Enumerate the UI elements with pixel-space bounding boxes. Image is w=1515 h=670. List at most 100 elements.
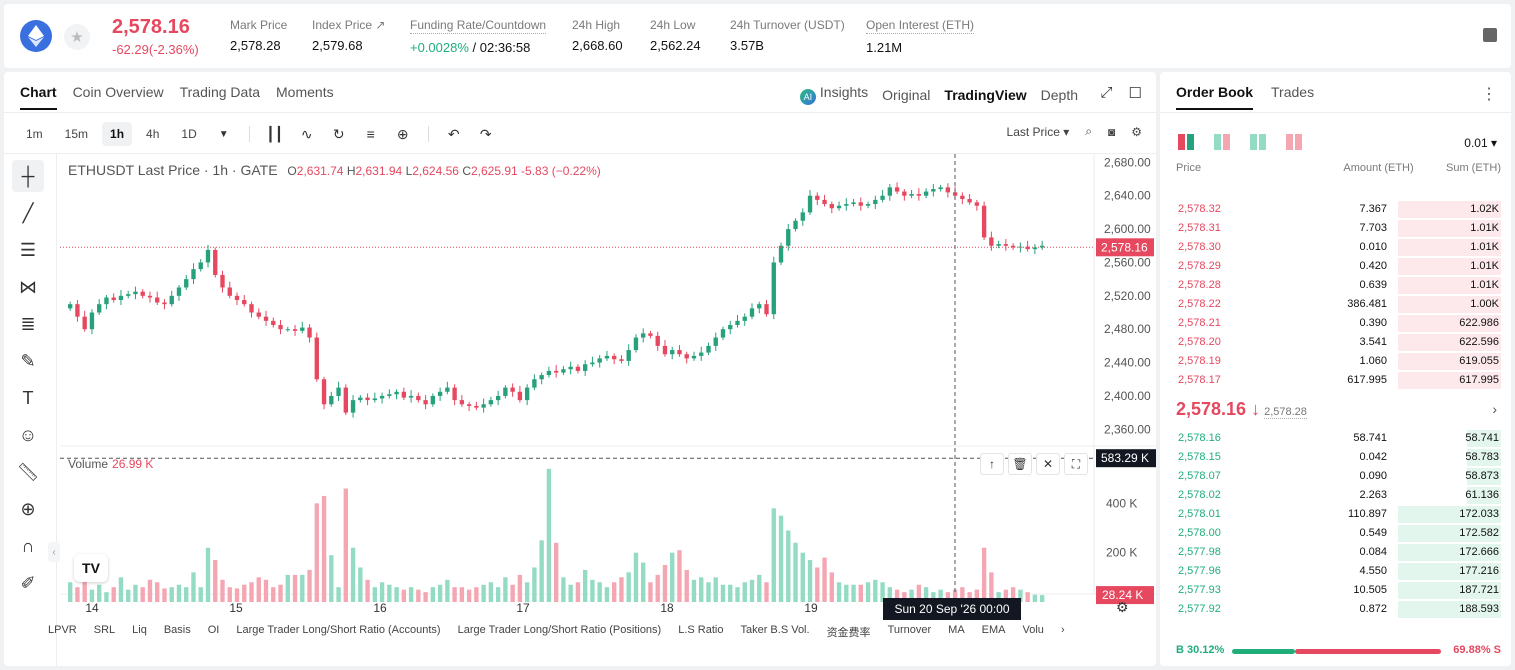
axis-settings-icon[interactable]: ⚙ bbox=[1116, 599, 1129, 615]
order-book-row[interactable]: 2,578.00 0.549 172.582 bbox=[1160, 524, 1511, 543]
volume-bar bbox=[176, 584, 182, 602]
view-bids-icon[interactable] bbox=[1250, 134, 1266, 150]
indicator-item[interactable]: Basis bbox=[163, 624, 191, 636]
brush-icon[interactable]: ✎ bbox=[20, 350, 36, 371]
order-book-row[interactable]: 2,578.28 0.639 1.01K bbox=[1160, 276, 1511, 295]
tab-moments[interactable]: Moments bbox=[276, 84, 334, 100]
timeframe-1h[interactable]: 1h bbox=[102, 122, 133, 146]
camera-icon[interactable]: ◙ bbox=[1107, 124, 1116, 139]
indicator-item[interactable]: Volu bbox=[1022, 624, 1044, 636]
indicator-item[interactable]: LPVR bbox=[48, 624, 77, 636]
template-icon[interactable]: ≡ bbox=[366, 126, 375, 142]
price-chart[interactable]: 2,680.00 2,640.00 2,600.00 2,560.00 2,520.00… bbox=[60, 154, 1156, 666]
volume-axis-label: 200 K bbox=[1106, 546, 1137, 560]
candle-type-icon[interactable]: ┃┃ bbox=[266, 125, 284, 142]
order-book-row[interactable]: 2,578.22 386.481 1.00K bbox=[1160, 295, 1511, 314]
price-axis-label: 2,440.00 bbox=[1104, 356, 1151, 370]
text-icon[interactable]: T bbox=[22, 387, 34, 408]
collapse-left-icon[interactable]: ‹ bbox=[48, 542, 60, 562]
chevron-right-icon[interactable]: › bbox=[1492, 401, 1497, 417]
order-book-row[interactable]: 2,578.15 0.042 58.783 bbox=[1160, 448, 1511, 467]
indicator-item[interactable]: Large Trader Long/Short Ratio (Positions… bbox=[457, 624, 662, 636]
more-icon[interactable]: ⋮ bbox=[1481, 86, 1497, 103]
indicator-item[interactable]: Large Trader Long/Short Ratio (Accounts) bbox=[236, 624, 441, 636]
fib-icon[interactable]: ≣ bbox=[20, 313, 36, 334]
indicator-item[interactable]: Turnover bbox=[887, 624, 932, 636]
move-up-icon[interactable]: ↑ bbox=[980, 453, 1004, 475]
order-book-row[interactable]: 2,578.17 617.995 617.995 bbox=[1160, 371, 1511, 390]
tab-original[interactable]: Original bbox=[882, 86, 931, 103]
emoji-icon[interactable]: ☺ bbox=[18, 424, 38, 445]
favorite-star-icon[interactable]: ★ bbox=[64, 24, 90, 50]
volume-bar bbox=[350, 547, 356, 602]
indicators-icon[interactable]: ∿ bbox=[300, 125, 313, 142]
order-book-row[interactable]: 2,577.96 4.550 177.216 bbox=[1160, 562, 1511, 581]
order-sum: 1.02K bbox=[1470, 203, 1499, 215]
tab-coin-overview[interactable]: Coin Overview bbox=[72, 84, 164, 100]
pattern-icon[interactable]: ⋈ bbox=[19, 276, 37, 297]
notes-icon[interactable] bbox=[1483, 28, 1497, 42]
ruler-icon[interactable]: 📏︎ bbox=[16, 461, 40, 482]
view-asks-icon[interactable] bbox=[1286, 134, 1302, 150]
indicator-item[interactable]: SRL bbox=[93, 624, 116, 636]
order-book-row[interactable]: 2,577.93 10.505 187.721 bbox=[1160, 581, 1511, 600]
indicator-item[interactable]: L.S Ratio bbox=[678, 624, 724, 636]
chevron-down-icon[interactable]: ▼ bbox=[218, 128, 229, 140]
indicator-item[interactable]: Taker B.S Vol. bbox=[740, 624, 810, 636]
collapse-icon[interactable]: ✕ bbox=[1036, 453, 1060, 475]
tab-chart[interactable]: Chart bbox=[20, 84, 57, 110]
order-book-row[interactable]: 2,578.01 110.897 172.033 bbox=[1160, 505, 1511, 524]
indicator-item[interactable]: 资金费率 bbox=[826, 627, 871, 639]
tab-insights[interactable]: AI Insights bbox=[799, 84, 868, 105]
candle bbox=[89, 312, 95, 330]
tab-order-book[interactable]: Order Book bbox=[1176, 84, 1254, 110]
chevron-right-icon[interactable]: › bbox=[1060, 624, 1065, 636]
order-book-row[interactable]: 2,578.31 7.703 1.01K bbox=[1160, 219, 1511, 238]
view-both-icon[interactable] bbox=[1178, 134, 1194, 150]
window-icon[interactable]: ☐ bbox=[1128, 85, 1142, 102]
candle bbox=[97, 304, 102, 313]
indicator-item[interactable]: OI bbox=[207, 624, 220, 636]
gear-icon[interactable]: ⚙ bbox=[1131, 124, 1142, 139]
stat-index-price[interactable]: Index Price ↗ 2,579.68 bbox=[312, 18, 386, 53]
search-icon[interactable]: ⌕ bbox=[1085, 124, 1092, 138]
order-book-row[interactable]: 2,578.16 58.741 58.741 bbox=[1160, 429, 1511, 448]
tab-trading-data[interactable]: Trading Data bbox=[179, 84, 261, 100]
order-book-row[interactable]: 2,578.21 0.390 622.986 bbox=[1160, 314, 1511, 333]
undo-icon[interactable]: ↶ bbox=[447, 125, 460, 142]
order-book-row[interactable]: 2,578.30 0.010 1.01K bbox=[1160, 238, 1511, 257]
tab-tradingview[interactable]: TradingView bbox=[944, 86, 1027, 103]
order-book-row[interactable]: 2,577.98 0.084 172.666 bbox=[1160, 543, 1511, 562]
order-book-row[interactable]: 2,578.20 3.541 622.596 bbox=[1160, 333, 1511, 352]
redo-icon[interactable]: ↷ bbox=[479, 125, 492, 142]
order-book-row[interactable]: 2,578.07 0.090 58.873 bbox=[1160, 467, 1511, 486]
pencil-icon[interactable]: ✐ bbox=[20, 572, 36, 593]
order-book-row[interactable]: 2,578.29 0.420 1.01K bbox=[1160, 257, 1511, 276]
order-book-row[interactable]: 2,578.32 7.367 1.02K bbox=[1160, 200, 1511, 219]
order-book-row[interactable]: 2,578.02 2.263 61.136 bbox=[1160, 486, 1511, 505]
view-bids-asks-icon[interactable] bbox=[1214, 134, 1230, 150]
order-book-row[interactable]: 2,577.92 0.872 188.593 bbox=[1160, 600, 1511, 619]
parallel-lines-icon[interactable]: ☰ bbox=[19, 239, 37, 260]
indicator-item[interactable]: EMA bbox=[981, 624, 1006, 636]
timeframe-1m[interactable]: 1m bbox=[26, 127, 43, 141]
indicator-item[interactable]: Liq bbox=[132, 624, 147, 636]
price-type-select[interactable]: Last Price ▾ bbox=[1006, 124, 1070, 139]
add-alert-icon[interactable]: ⊕ bbox=[396, 125, 409, 142]
timeframe-4h[interactable]: 4h bbox=[146, 127, 160, 141]
tab-trades[interactable]: Trades bbox=[1271, 84, 1315, 100]
expand-icon[interactable]: ⤢ bbox=[1100, 84, 1113, 101]
tab-depth[interactable]: Depth bbox=[1040, 86, 1078, 103]
magnet-icon[interactable]: ∩ bbox=[21, 535, 35, 556]
indicator-item[interactable]: MA bbox=[948, 624, 965, 636]
maximize-icon[interactable]: ⛶ bbox=[1064, 453, 1088, 475]
timeframe-1d[interactable]: 1D bbox=[181, 127, 197, 141]
zoom-in-icon[interactable]: ⊕ bbox=[20, 498, 36, 519]
price-step-select[interactable]: 0.01 ▾ bbox=[1464, 136, 1497, 150]
trash-icon[interactable]: 🗑︎ bbox=[1008, 453, 1032, 475]
replay-icon[interactable]: ↻ bbox=[332, 125, 345, 142]
order-book-row[interactable]: 2,578.19 1.060 619.055 bbox=[1160, 352, 1511, 371]
timeframe-15m[interactable]: 15m bbox=[64, 127, 89, 141]
crosshair-icon[interactable]: ┼ bbox=[12, 160, 44, 192]
trendline-icon[interactable]: ╱ bbox=[22, 202, 34, 223]
